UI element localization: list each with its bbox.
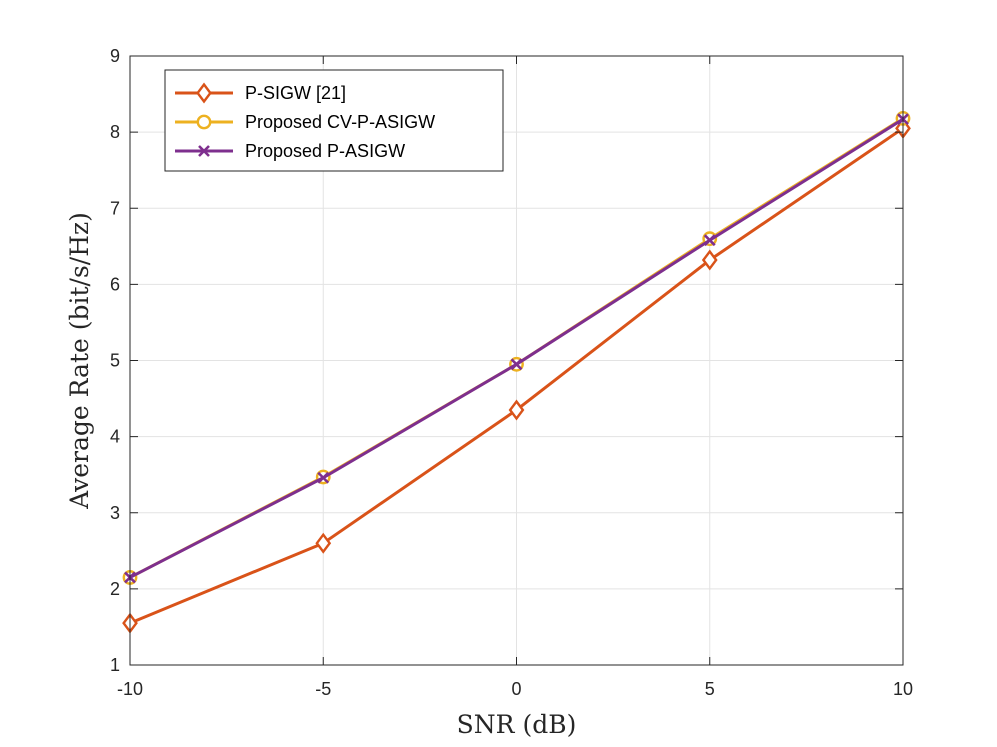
y-tick-label: 6 [110, 274, 120, 294]
data-point-diamond [701, 249, 718, 271]
x-axis-label: SNR (dB) [457, 710, 577, 739]
data-point-x-stroke [317, 471, 330, 484]
legend: P-SIGW [21] Proposed CV-P-ASIGW Proposed P… [164, 69, 504, 172]
tick-labels: -10 -5 0 5 10 1 2 3 4 5 6 7 8 9 [110, 46, 913, 699]
data-point-diamond [508, 399, 525, 421]
legend-label: P-SIGW [21] [245, 83, 346, 103]
y-tick-label: 1 [110, 655, 120, 675]
axis-ticks [129, 55, 904, 666]
x-tick-label: -5 [315, 679, 331, 699]
legend-label: Proposed P-ASIGW [245, 141, 405, 161]
series-layer [122, 111, 911, 634]
x-tick-label: -10 [117, 679, 143, 699]
x-tick-label: 10 [893, 679, 913, 699]
data-point-x [703, 234, 716, 247]
data-point-x-stroke [703, 234, 716, 247]
y-tick-label: 4 [110, 427, 120, 447]
y-tick-label: 7 [110, 198, 120, 218]
legend-item: Proposed P-ASIGW [175, 141, 405, 161]
data-point-x [510, 358, 523, 371]
x-tick-label: 5 [705, 679, 715, 699]
data-point-diamond [196, 82, 212, 104]
y-axis-label: Average Rate (bit/s/Hz) [65, 212, 94, 510]
y-tick-label: 9 [110, 46, 120, 66]
data-point-x [198, 145, 210, 157]
data-point-x [317, 471, 330, 484]
series-1 [122, 117, 911, 634]
y-tick-label: 3 [110, 503, 120, 523]
x-tick-label: 0 [511, 679, 521, 699]
y-tick-label: 5 [110, 351, 120, 371]
data-point-circle [196, 114, 212, 130]
data-point-x-stroke [198, 145, 210, 157]
legend-item: Proposed CV-P-ASIGW [175, 112, 435, 132]
y-tick-label: 2 [110, 579, 120, 599]
legend-label: Proposed CV-P-ASIGW [245, 112, 435, 132]
y-tick-label: 8 [110, 122, 120, 142]
data-point-x-stroke [510, 358, 523, 371]
legend-item: P-SIGW [21] [175, 82, 346, 104]
data-point-diamond [315, 532, 332, 554]
series-3 [124, 113, 909, 584]
